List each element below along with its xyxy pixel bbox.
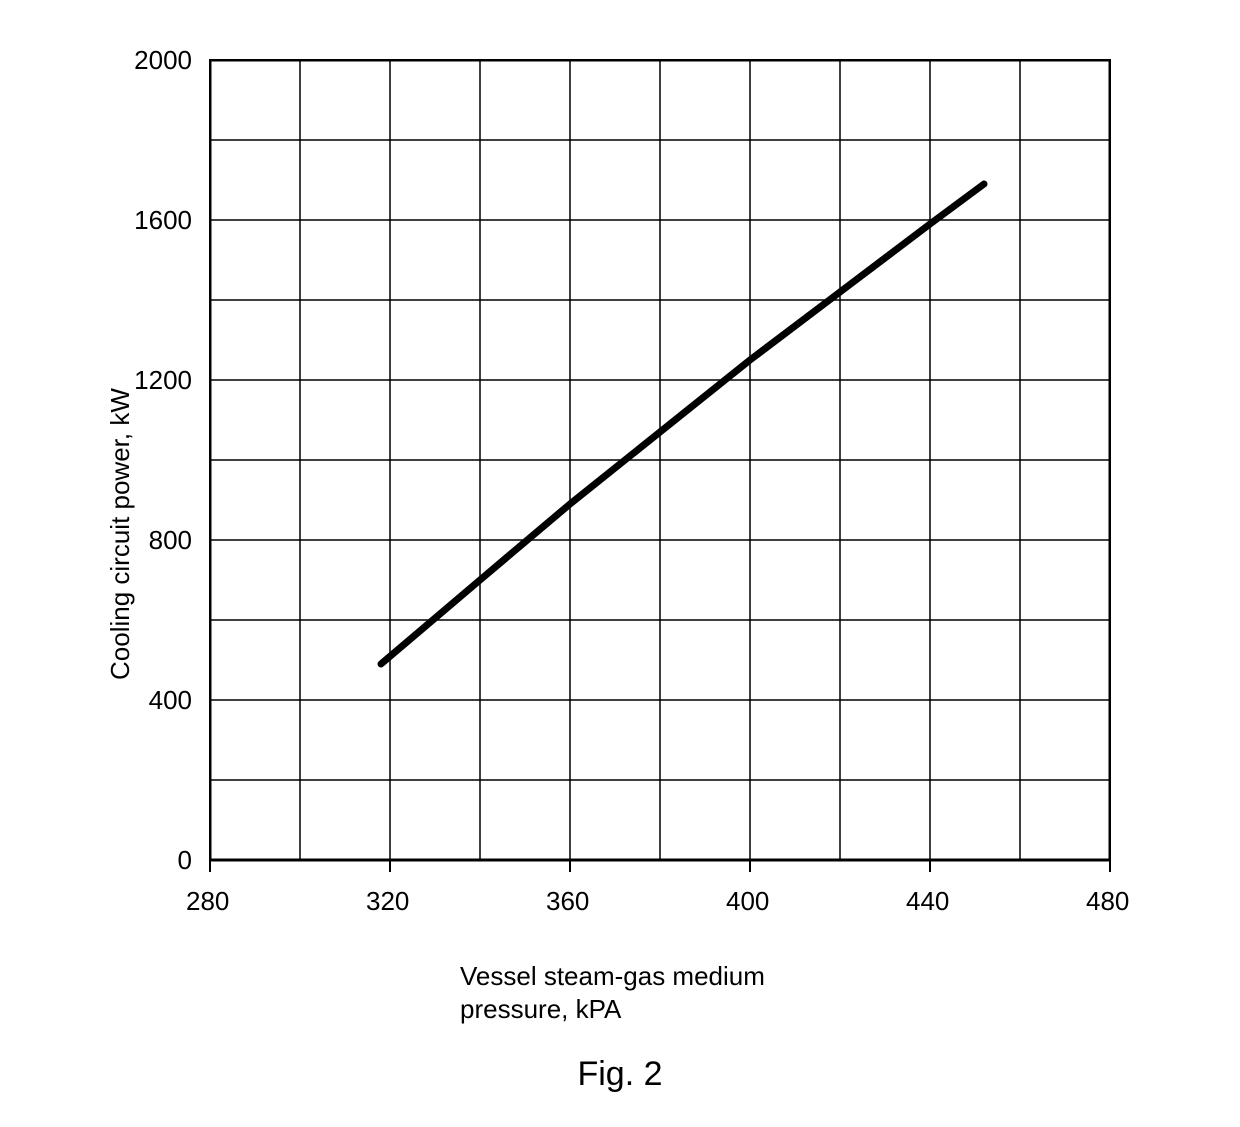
x-tick-label: 280: [186, 886, 229, 917]
x-axis-label-line1: Vessel steam-gas medium: [460, 961, 765, 991]
y-tick-label: 800: [122, 525, 192, 556]
figure-wrap: Cooling circuit power, kW Vessel steam-g…: [0, 0, 1240, 1127]
x-axis-label: Vessel steam-gas medium pressure, kPA: [460, 960, 765, 1025]
x-axis-label-line2: pressure, kPA: [460, 994, 621, 1024]
x-tick-label: 320: [366, 886, 409, 917]
figure-caption: Fig. 2: [0, 1055, 1240, 1094]
x-tick-label: 400: [726, 886, 769, 917]
y-tick-label: 0: [122, 845, 192, 876]
y-tick-label: 1200: [122, 365, 192, 396]
x-tick-label: 480: [1086, 886, 1129, 917]
cooling-vs-pressure-chart: [209, 59, 1111, 877]
y-tick-label: 2000: [122, 45, 192, 76]
x-tick-label: 440: [906, 886, 949, 917]
x-tick-label: 360: [546, 886, 589, 917]
y-tick-label: 1600: [122, 205, 192, 236]
y-tick-label: 400: [122, 685, 192, 716]
